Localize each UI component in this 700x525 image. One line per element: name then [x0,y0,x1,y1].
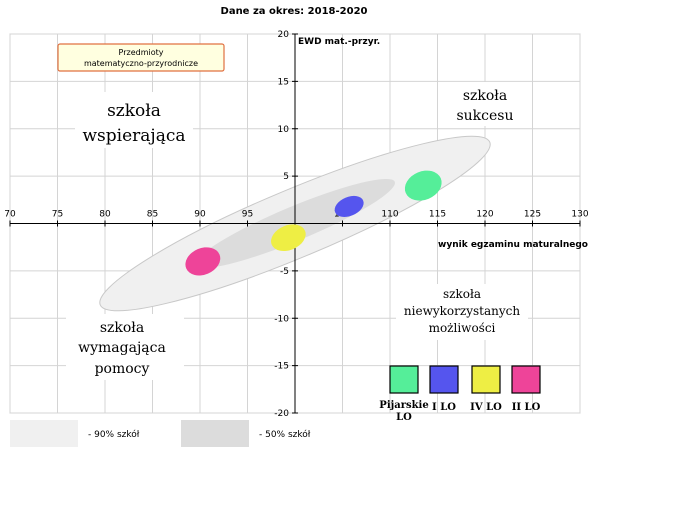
band-legend: - 90% szkół - 50% szkół [10,420,311,447]
x-tick-label: 125 [524,210,541,220]
legend-swatch [511,365,541,394]
quadrant-bottom-left-line2: wymagająca [78,340,166,356]
quadrant-top-right-line1: szkoła [463,88,507,104]
point-iv-lo [271,224,306,252]
quadrant-bottom-left-line3: pomocy [95,361,150,377]
point-pijarskie-lo [404,170,442,201]
x-tick-label: 90 [194,210,206,220]
quadrant-top-left-line1: szkoła [107,101,161,121]
band-legend-swatch [181,420,249,447]
quadrant-bottom-right-line3: możliwości [429,321,496,335]
quadrant-top-right-line2: sukcesu [456,108,513,124]
legend-label-line2: LO [396,412,412,423]
y-tick-label: 15 [278,77,289,87]
subject-box-line1: Przedmioty [119,48,164,57]
y-axis-label: EWD mat.-przyr. [298,37,380,47]
x-tick-label: 95 [242,210,253,220]
quadrant-top-right: szkoła sukcesu [450,82,522,126]
y-tick-label: 5 [283,172,289,182]
x-tick-label: 80 [99,210,111,220]
point-i-lo [334,195,364,217]
quadrant-bottom-right-line2: niewykorzystanych [404,304,520,318]
band-legend-label: - 90% szkół [88,429,140,440]
x-axis-label: wynik egzaminu maturalnego [438,240,588,250]
legend-label: II LO [512,402,541,413]
y-tick-label: 20 [278,30,290,40]
x-tick-label: 115 [429,210,446,220]
subject-box-line2: matematyczno-przyrodnicze [84,59,198,68]
x-tick-label: 130 [571,210,588,220]
y-tick-label: -20 [274,409,289,419]
x-tick-label: 85 [147,210,158,220]
chart-title: Dane za okres: 2018-2020 [221,6,368,17]
band-legend-label: - 50% szkół [259,429,311,440]
legend-swatch [471,365,501,394]
y-tick-label: -5 [280,267,289,277]
y-tick-label: -10 [274,314,289,324]
x-tick-label: 120 [476,210,493,220]
y-tick-label: 10 [278,125,290,135]
point-ii-lo [185,247,221,276]
legend-swatch [429,365,459,394]
subject-box: Przedmioty matematyczno-przyrodnicze [57,43,225,72]
quadrant-bottom-left-line1: szkoła [100,320,144,336]
legend-label: IV LO [470,402,502,413]
quadrant-bottom-left: szkoła wymagająca pomocy [66,314,184,380]
x-tick-label: 75 [52,210,63,220]
legend-label: Pijarskie [379,400,428,411]
legend-swatch [389,365,419,394]
legend-label: I LO [432,402,456,413]
quadrant-top-left-line2: wspierająca [83,126,186,146]
quadrant-bottom-right: szkoła niewykorzystanych możliwości [396,284,528,340]
quadrant-bottom-right-line1: szkoła [443,287,481,301]
quadrant-top-left: szkoła wspierająca [75,92,193,148]
x-tick-label: 70 [4,210,16,220]
band-legend-swatch [10,420,78,447]
y-tick-label: -15 [274,362,289,372]
x-tick-label: 110 [381,210,398,220]
